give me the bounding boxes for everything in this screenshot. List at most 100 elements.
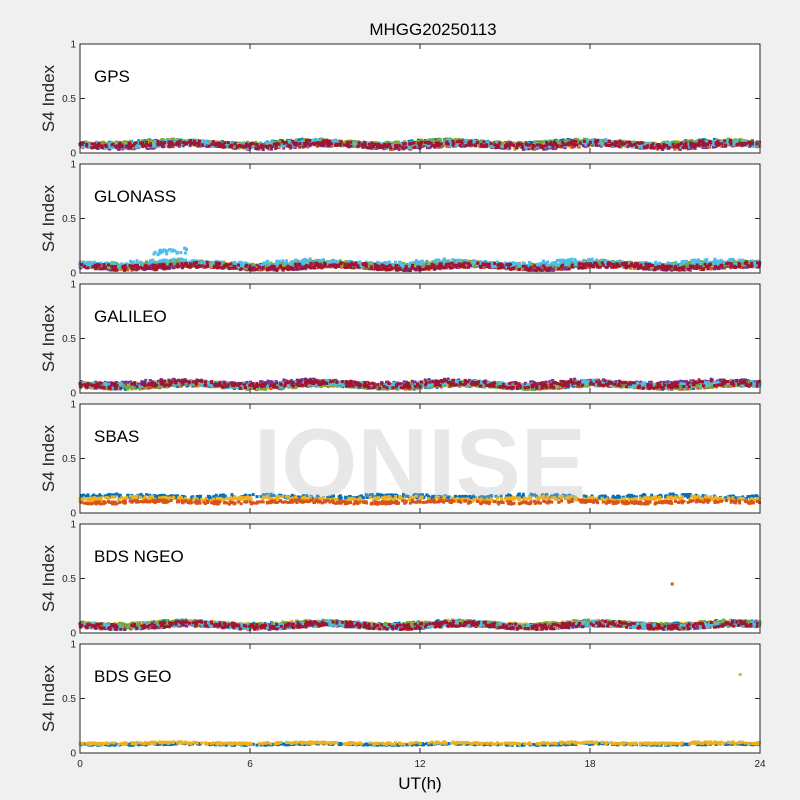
data-point [528,140,532,144]
data-point [146,138,150,142]
data-point [101,140,105,144]
data-point [175,140,179,144]
data-point [386,142,390,146]
data-point [397,147,401,151]
data-point [377,142,381,146]
data-point [682,143,686,147]
data-point [284,141,288,144]
data-point [551,144,555,148]
data-point [396,140,399,144]
data-point [137,141,141,145]
data-point [493,144,496,148]
data-point [308,144,312,148]
data-point [182,139,186,143]
data-point [380,142,384,146]
data-point [731,143,735,147]
data-point [309,142,312,146]
data-point [394,144,397,148]
data-point [382,147,386,151]
data-point [747,143,750,147]
data-point [292,141,296,145]
data-point [687,144,690,148]
data-point [146,143,150,147]
plot-area [80,44,760,153]
data-point [201,143,204,147]
data-point [351,140,354,144]
data-points [78,137,762,152]
data-point [755,144,759,148]
data-point [651,146,655,150]
data-point [600,140,604,144]
data-point [241,142,245,145]
data-point [554,142,558,146]
data-point [156,139,160,143]
data-point [496,143,500,147]
data-point [535,143,539,147]
data-point [515,142,519,146]
data-point [550,146,553,150]
data-point [95,141,99,145]
data-point [604,143,608,147]
data-point [443,139,447,143]
data-point [464,140,468,144]
data-point [475,142,479,146]
data-point [530,141,534,144]
data-point [750,142,754,146]
data-point [305,142,309,146]
data-point [111,143,115,146]
data-point [660,147,664,151]
data-point [681,143,684,147]
data-point [134,145,138,149]
data-point [512,146,516,150]
data-point [420,138,424,142]
data-point [446,142,450,146]
data-point [426,144,430,148]
data-point [416,139,420,143]
data-point [696,144,700,148]
data-point [163,141,167,144]
data-point [320,139,324,143]
data-point [684,139,688,143]
data-point [171,137,175,141]
data-point [382,142,386,146]
data-point [274,142,278,146]
data-point [439,145,443,149]
data-point [300,137,304,141]
data-point [588,140,592,144]
data-point [509,142,513,146]
data-point [484,144,488,148]
data-point [357,144,361,148]
data-point [504,144,507,148]
data-point [714,141,718,145]
data-point [460,144,464,148]
data-point [607,139,611,143]
data-point [100,144,104,148]
data-point [211,140,215,144]
data-point [570,145,574,149]
data-point [524,146,528,150]
data-point [741,138,745,142]
data-point [322,138,326,142]
data-point [561,138,565,142]
data-point [407,139,411,143]
data-point [527,146,531,150]
data-point [298,142,302,145]
data-point [334,144,338,147]
data-point [219,142,223,146]
data-point [620,142,624,146]
data-point [673,147,677,151]
data-point [85,142,89,146]
data-point [357,141,361,145]
data-point [94,143,98,147]
data-point [577,139,581,143]
data-point [479,144,483,148]
data-point [97,143,101,147]
data-point [566,142,570,146]
data-point [338,143,342,147]
data-point [533,140,536,144]
data-point [355,140,358,144]
data-point [269,147,273,151]
data-point [425,146,429,150]
data-point [667,146,671,150]
